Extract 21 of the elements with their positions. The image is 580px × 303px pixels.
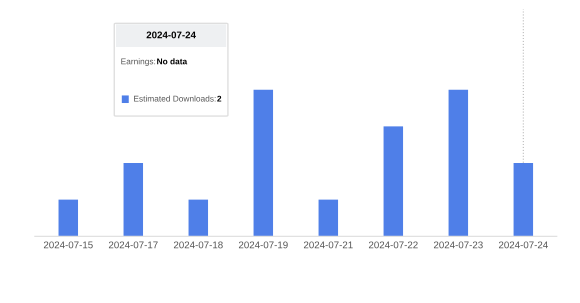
text: 2024-07-24	[146, 31, 196, 38]
x-tick-label: 2024-07-22	[368, 241, 418, 248]
bar	[188, 200, 208, 236]
bar	[384, 126, 404, 236]
bar	[318, 200, 338, 236]
legend-label: Estimated Downloads:	[134, 96, 216, 102]
bar	[448, 90, 468, 236]
bar	[254, 90, 274, 236]
x-tick-label: 2024-07-21	[304, 241, 353, 248]
x-tick-label: 2024-07-17	[108, 241, 158, 248]
x-tick-label: 2024-07-23	[434, 241, 483, 248]
bar	[514, 163, 534, 236]
annotation: 2	[217, 96, 222, 102]
text: No data	[157, 58, 188, 64]
bar	[124, 163, 144, 236]
x-tick-label: 2024-07-15	[44, 241, 93, 248]
x-tick-label: 2024-07-24	[498, 241, 548, 248]
bar	[58, 200, 78, 236]
x-tick-label: 2024-07-19	[238, 241, 288, 248]
text: Earnings:	[121, 58, 156, 66]
x-tick-label: 2024-07-18	[174, 241, 223, 248]
